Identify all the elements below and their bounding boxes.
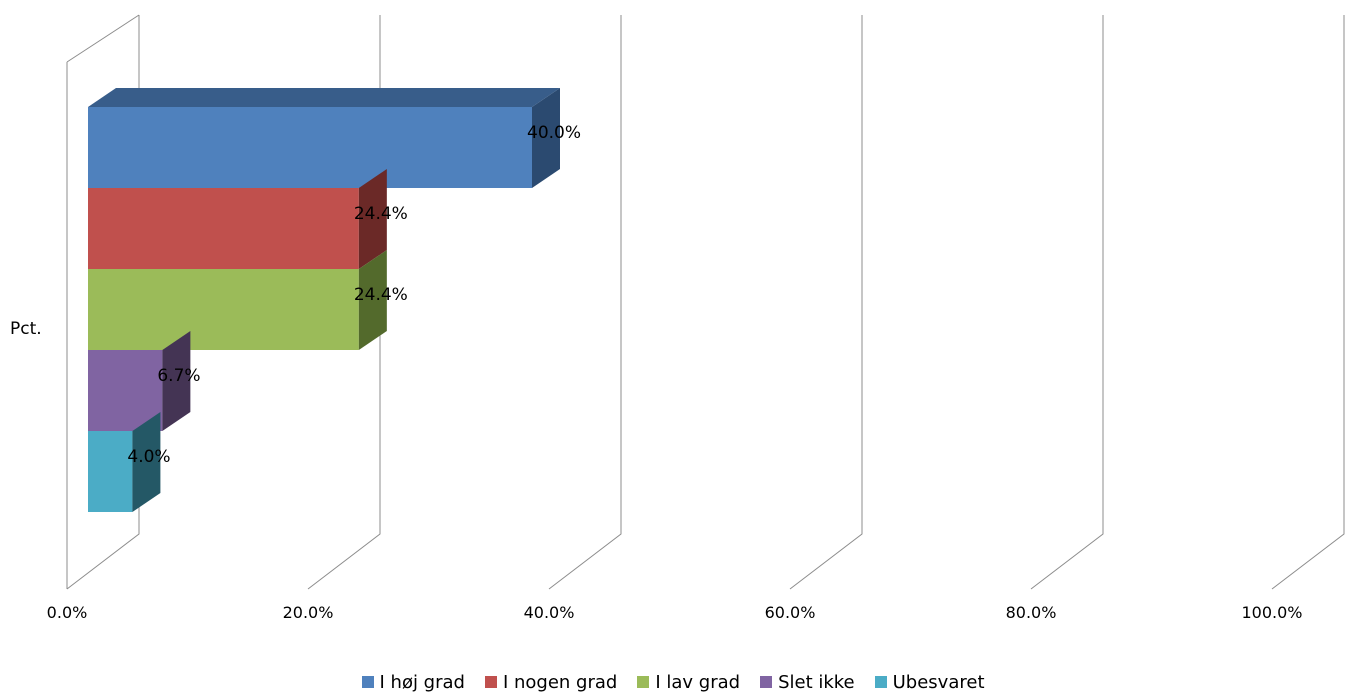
legend-item-0: I høj grad xyxy=(361,671,465,693)
bar-front-3 xyxy=(88,350,163,431)
bar-0 xyxy=(88,88,560,188)
legend-swatch-3 xyxy=(760,676,773,688)
chart-grid xyxy=(66,14,1345,590)
gridline-2 xyxy=(548,15,622,590)
legend-item-1: I nogen grad xyxy=(484,671,618,693)
data-label-4: 4.0% xyxy=(127,447,170,467)
x-tick-label-2: 40.0% xyxy=(524,603,575,622)
bar-front-2 xyxy=(88,269,359,350)
data-label-2: 24.4% xyxy=(354,285,408,305)
legend-label-4: Ubesvaret xyxy=(892,671,985,693)
bar-front-0 xyxy=(88,107,532,188)
legend-swatch-0 xyxy=(361,676,374,688)
legend-swatch-2 xyxy=(637,676,650,688)
bar-side-1 xyxy=(358,169,387,269)
bar-2 xyxy=(88,250,387,350)
legend-label-0: I høj grad xyxy=(379,671,465,693)
legend-item-2: I lav grad xyxy=(637,672,740,693)
bar-chart: 40.0% 24.4% 24.4% 6.7% 4.0% 0.0% 20.0% 40.0% 60… xyxy=(10,14,1345,622)
category-label: Pct. xyxy=(10,319,42,339)
x-tick-label-3: 60.0% xyxy=(765,603,816,622)
x-tick-label-1: 20.0% xyxy=(283,603,334,622)
bar-side-4 xyxy=(132,412,161,512)
legend-swatch-4 xyxy=(874,676,887,688)
bar-top-0 xyxy=(88,88,560,107)
x-tick-label-5: 100.0% xyxy=(1241,603,1302,622)
y-axis-depth-edge xyxy=(66,14,140,63)
legend: I høj grad I nogen grad I lav grad Slet ikk… xyxy=(0,668,1346,696)
x-tick-label-4: 80.0% xyxy=(1006,603,1057,622)
gridline-5 xyxy=(1271,15,1345,590)
bar-front-4 xyxy=(88,431,133,512)
bar-series-group xyxy=(88,88,560,512)
legend-swatch-1 xyxy=(484,676,497,688)
legend-item-3: Slet ikke xyxy=(760,672,855,693)
bar-1 xyxy=(88,169,387,269)
x-axis-ticks: 0.0% 20.0% 40.0% 60.0% 80.0% 100.0% xyxy=(47,603,1303,622)
data-label-1: 24.4% xyxy=(354,204,408,224)
bar-side-0 xyxy=(532,88,560,188)
legend-item-4: Ubesvaret xyxy=(874,671,985,693)
bar-side-2 xyxy=(358,250,387,350)
data-label-0: 40.0% xyxy=(527,123,581,143)
bar-3 xyxy=(88,331,191,431)
gridline-3 xyxy=(789,15,863,590)
bar-side-3 xyxy=(162,331,191,431)
legend-label-3: Slet ikke xyxy=(778,671,855,693)
data-label-group: 40.0% 24.4% 24.4% 6.7% 4.0% xyxy=(127,123,581,467)
x-tick-label-0: 0.0% xyxy=(47,603,88,622)
data-label-3: 6.7% xyxy=(157,366,200,386)
bar-4 xyxy=(88,412,161,512)
gridline-4 xyxy=(1030,15,1104,590)
bar-front-1 xyxy=(88,188,359,269)
legend-label-1: I nogen grad xyxy=(502,671,618,693)
legend-label-2: I lav grad xyxy=(655,671,741,693)
